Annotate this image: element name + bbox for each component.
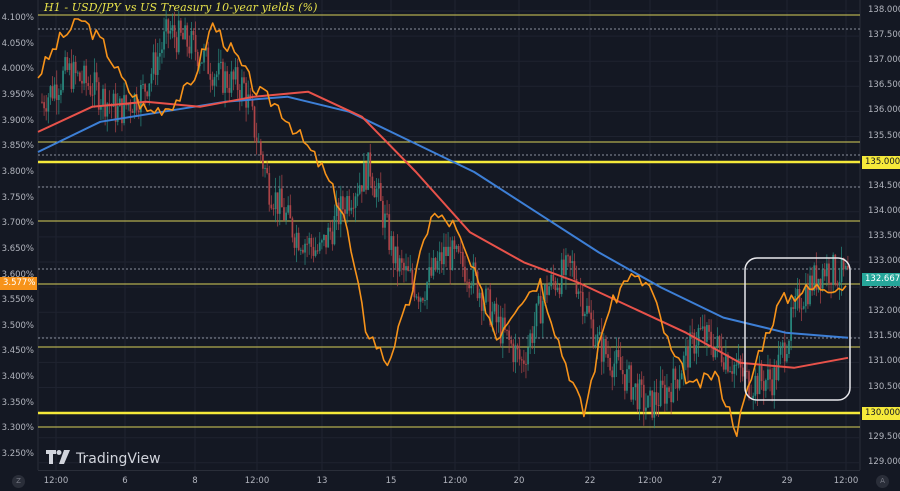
- time-axis-tick: 22: [584, 476, 596, 486]
- right-axis-tick: 131.500: [868, 331, 900, 342]
- left-axis-tick: 3.650%: [1, 243, 34, 254]
- tradingview-logo-text: TradingView: [76, 451, 161, 467]
- tradingview-logo[interactable]: TradingView: [46, 450, 161, 468]
- right-axis-tick: 134.000: [868, 205, 900, 216]
- left-axis-tick: 3.250%: [1, 449, 34, 460]
- left-axis-tick: 4.050%: [1, 38, 34, 49]
- right-axis-tick: 133.500: [868, 230, 900, 241]
- left-axis-tick: 3.500%: [1, 320, 34, 331]
- right-axis-tick: 138.000: [868, 5, 900, 15]
- left-axis-tick: 3.350%: [1, 397, 34, 408]
- left-axis-tick: 3.800%: [1, 166, 34, 177]
- right-axis-tick: 134.500: [868, 180, 900, 191]
- right-axis-tick: 137.500: [868, 30, 900, 41]
- right-axis-tick: 136.500: [868, 80, 900, 91]
- right-axis-tick: 133.000: [868, 256, 900, 266]
- time-axis-tick: 12:00: [442, 476, 468, 486]
- time-axis-tick: 13: [316, 476, 328, 486]
- left-axis-tick: 3.900%: [1, 115, 34, 126]
- left-price-axis[interactable]: 4.100% 4.050% 4.000% 3.950% 3.900% 3.850% 3.80…: [0, 0, 38, 470]
- yield-current-price-tag: 3.577%: [0, 277, 37, 290]
- right-axis-tick: 132.000: [868, 306, 900, 317]
- level-135-price-tag: 135.000: [862, 156, 900, 169]
- right-axis-tick: 132.500: [868, 281, 900, 292]
- level-130-price-tag: 130.000: [862, 407, 900, 420]
- time-axis-tick: 6: [122, 476, 128, 486]
- time-axis-tick: 12:00: [833, 476, 859, 486]
- time-axis-tick: 15: [385, 476, 397, 486]
- tradingview-logo-icon: [46, 450, 70, 468]
- right-axis-tick: 129.500: [868, 431, 900, 442]
- time-axis-tick: 8: [192, 476, 198, 486]
- left-axis-tick: 3.450%: [1, 346, 34, 357]
- time-axis-tick: 20: [513, 476, 525, 486]
- right-axis-tick: 130.500: [868, 381, 900, 392]
- left-axis-tick: 3.300%: [1, 423, 34, 434]
- left-axis-tick: 3.850%: [1, 141, 34, 152]
- right-axis-tick: 135.500: [868, 130, 900, 141]
- right-price-axis[interactable]: 138.000 137.500 137.000 136.500 136.000 135.5…: [860, 0, 900, 470]
- usdjpy-current-price-tag: 132.667: [862, 273, 900, 286]
- left-axis-tick: 4.100%: [1, 13, 34, 23]
- auto-scale-toggle-right[interactable]: A: [876, 475, 889, 488]
- left-axis-tick: 4.000%: [1, 64, 34, 75]
- left-axis-tick: 3.550%: [1, 295, 34, 306]
- left-axis-tick: 3.600%: [1, 269, 34, 280]
- right-axis-tick: 136.000: [868, 105, 900, 116]
- left-axis-tick: 3.950%: [1, 89, 34, 100]
- chart-title: H1 - USD/JPY vs US Treasury 10-year yiel…: [44, 1, 318, 14]
- time-axis-tick: 29: [781, 476, 793, 486]
- time-axis-tick: 12:00: [43, 476, 69, 486]
- right-axis-tick: 129.000: [868, 456, 900, 467]
- time-axis-tick: 12:00: [637, 476, 663, 486]
- time-axis-tick: 12:00: [244, 476, 270, 486]
- left-axis-tick: 3.400%: [1, 372, 34, 383]
- right-axis-tick: 131.000: [868, 356, 900, 367]
- left-axis-tick: 3.750%: [1, 192, 34, 203]
- left-axis-tick: 3.700%: [1, 218, 34, 229]
- log-scale-toggle-left[interactable]: Z: [12, 475, 25, 488]
- time-axis[interactable]: 12:00 6 8 12:00 13 15 12:00 20 22 12:00 27 29 12:00: [38, 470, 860, 491]
- time-axis-tick: 27: [711, 476, 723, 486]
- right-axis-tick: 137.000: [868, 55, 900, 66]
